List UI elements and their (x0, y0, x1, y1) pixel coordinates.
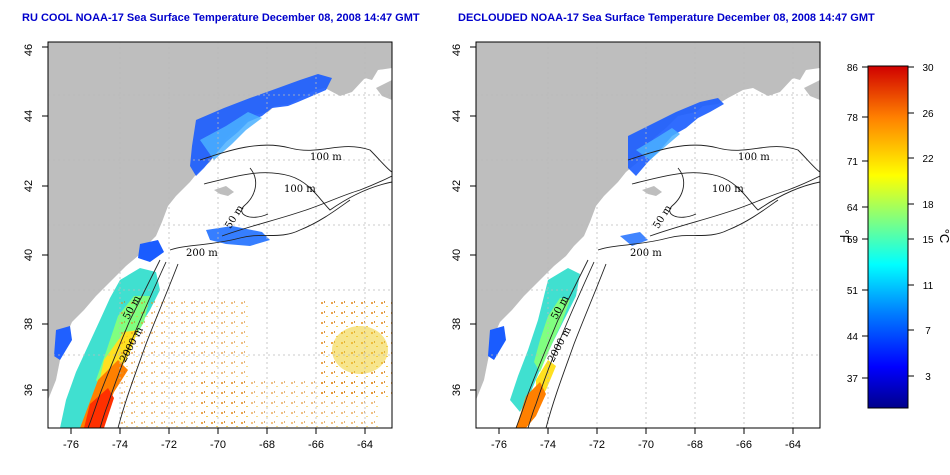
y-tick-label: 46 (451, 44, 463, 56)
y-tick-label: 42 (23, 180, 35, 192)
colorbar-c-tick: 18 (922, 200, 934, 211)
x-tick-label: -74 (112, 439, 128, 451)
x-tick-label: -66 (736, 439, 752, 451)
x-tick-label: -76 (491, 439, 507, 451)
contour-label: 100 m (284, 184, 316, 195)
temperature-colorbar: 86 78 71 64 59 51 44 37 30 26 22 18 15 1… (837, 63, 950, 409)
sst-field-cold (190, 74, 332, 176)
contour-label: 100 m (712, 184, 744, 195)
x-tick-label: -64 (785, 439, 801, 451)
y-tick-label: 44 (451, 110, 463, 122)
x-tick-label: -70 (210, 439, 226, 451)
colorbar-c-tick: 11 (923, 281, 934, 292)
colorbar-c-tick: 22 (922, 154, 934, 165)
y-tick-label: 40 (23, 249, 35, 261)
x-tick-label: -74 (540, 439, 556, 451)
y-tick-label: 40 (451, 249, 463, 261)
right-panel-title: DECLOUDED NOAA-17 Sea Surface Temperatur… (458, 12, 875, 24)
colorbar-f-tick: 71 (847, 157, 859, 168)
contour-label: 200 m (186, 248, 218, 259)
colorbar-c-tick: 7 (925, 326, 931, 337)
bathymetry-contours (515, 144, 820, 428)
land-mass (476, 42, 820, 400)
bathymetry-contours (87, 144, 392, 428)
colorbar-f-tick: 78 (847, 113, 859, 124)
contour-label: 100 m (738, 152, 770, 163)
colorbar-f-tick: 44 (847, 332, 859, 343)
x-tick-label: -76 (63, 439, 79, 451)
y-tick-label: 38 (451, 318, 463, 330)
colorbar-c-tick: 30 (922, 63, 934, 74)
x-tick-label: -64 (357, 439, 373, 451)
colorbar-c-tick: 26 (922, 109, 934, 120)
contour-label: 100 m (310, 152, 342, 163)
colorbar-c-tick: 3 (925, 372, 931, 383)
y-tick-label: 38 (23, 318, 35, 330)
x-tick-label: -72 (589, 439, 605, 451)
left-panel-title: RU COOL NOAA-17 Sea Surface Temperature … (22, 12, 420, 24)
right-map-panel: 100 m 100 m 50 m 200 m 50 m 2000 m -76 -… (451, 41, 821, 451)
y-tick-label: 44 (23, 110, 35, 122)
celsius-unit-label: °C (937, 229, 950, 244)
left-map-panel: 100 m 100 m 50 m 200 m 50 m 2000 m -76 -… (23, 41, 393, 451)
x-tick-label: -68 (259, 439, 275, 451)
colorbar-c-tick: 15 (922, 235, 934, 246)
x-tick-label: -70 (638, 439, 654, 451)
contour-label: 200 m (630, 248, 662, 259)
y-tick-label: 36 (451, 384, 463, 396)
colorbar-f-tick: 86 (847, 63, 859, 74)
x-tick-label: -68 (687, 439, 703, 451)
fahrenheit-unit-label: °F (837, 229, 852, 242)
x-tick-label: -66 (308, 439, 324, 451)
colorbar-f-tick: 59 (847, 235, 859, 246)
land-mass (48, 42, 392, 400)
y-tick-label: 36 (23, 384, 35, 396)
y-tick-label: 46 (23, 44, 35, 56)
colorbar-f-tick: 64 (847, 203, 859, 214)
x-tick-label: -72 (161, 439, 177, 451)
y-tick-label: 42 (451, 180, 463, 192)
colorbar-f-tick: 37 (847, 374, 859, 385)
colorbar-f-tick: 51 (847, 286, 859, 297)
